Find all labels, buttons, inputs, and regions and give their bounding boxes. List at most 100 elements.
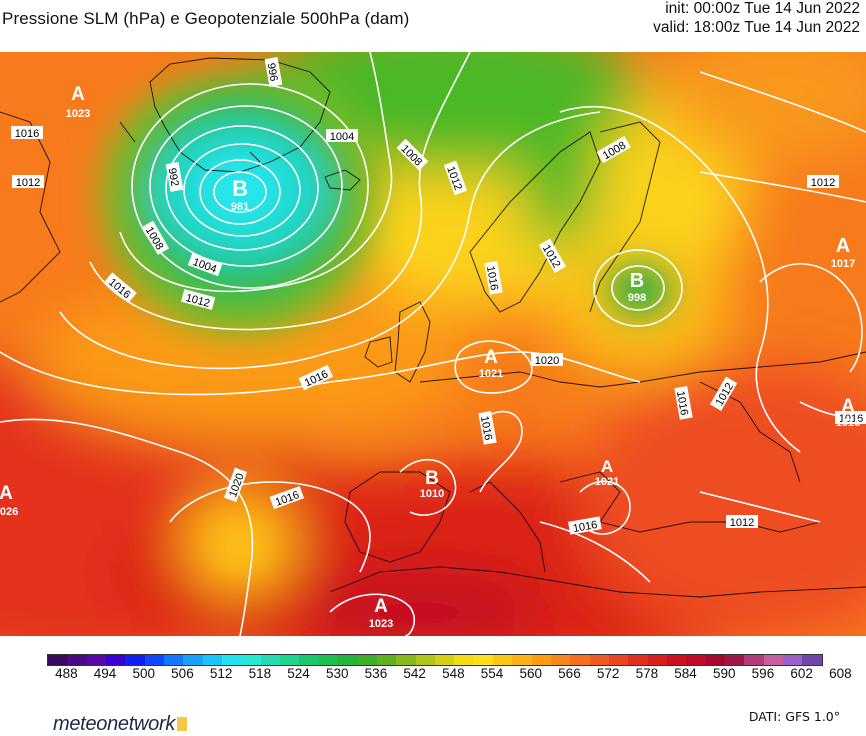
colorbar-cell — [763, 655, 784, 665]
brand-name: meteonetwork — [53, 713, 176, 735]
isobar-label: 1012 — [730, 517, 754, 529]
svg-text:1026: 1026 — [0, 506, 18, 518]
colorbar-tick-label: 488 — [55, 666, 78, 681]
colorbar-cell — [202, 655, 223, 665]
isobar-label: 1012 — [16, 177, 40, 189]
colorbar-cell — [299, 655, 319, 665]
isobar-label: 1016 — [572, 519, 598, 535]
isobars — [0, 52, 866, 636]
colorbar-cell — [280, 655, 300, 665]
colorbar-cell — [67, 655, 87, 665]
colorbar-cell — [106, 655, 126, 665]
isobar-label: 1016 — [15, 128, 39, 140]
colorbar-cell — [241, 655, 261, 665]
geopotential-colorbar — [47, 654, 823, 666]
colorbar-tick-label: 548 — [442, 666, 465, 681]
data-credit: DATI: GFS 1.0° — [748, 709, 840, 724]
init-time: init: 00:00z Tue 14 Jun 2022 — [665, 0, 860, 17]
colorbar-tick-label: 518 — [248, 666, 272, 681]
svg-text:A: A — [836, 235, 850, 257]
svg-text:A: A — [374, 596, 388, 617]
colorbar-tick-label: 566 — [558, 666, 581, 681]
high-center: A 1023 — [66, 84, 90, 120]
colorbar-tick-label: 572 — [596, 666, 620, 681]
colorbar-cell — [183, 655, 203, 665]
svg-text:1021: 1021 — [479, 368, 503, 380]
colorbar-ticks: 488 494 500 506 512 518 524 530 536 542 548 554 560 5… — [47, 666, 852, 686]
colorbar-cell — [164, 655, 184, 665]
svg-text:A: A — [0, 483, 13, 504]
colorbar-cell — [86, 655, 107, 665]
isobar-label: 1020 — [535, 355, 559, 367]
colorbar-cell — [222, 655, 242, 665]
colorbar-tick-label: 530 — [325, 666, 349, 681]
colorbar-cell — [473, 655, 493, 665]
weather-map[interactable]: 1016 1012 1008 1004 1016 1012 996 992 10… — [0, 52, 866, 636]
svg-text:981: 981 — [231, 201, 249, 213]
colorbar-cell — [260, 655, 281, 665]
isobar-label: 992 — [166, 167, 181, 187]
colorbar-cell — [125, 655, 145, 665]
isobar-label: 996 — [265, 62, 280, 82]
colorbar-cell — [492, 655, 513, 665]
colorbar-tick-label: 596 — [751, 666, 775, 681]
colorbar-cell — [48, 655, 68, 665]
svg-text:1023: 1023 — [66, 108, 90, 120]
colorbar-cell — [512, 655, 532, 665]
svg-text:A: A — [484, 347, 498, 368]
map-canvas: 1016 1012 1008 1004 1016 1012 996 992 10… — [0, 52, 866, 636]
colorbar-cell — [434, 655, 455, 665]
colorbar-cell — [783, 655, 803, 665]
svg-text:1023: 1023 — [369, 618, 393, 630]
colorbar-cell — [647, 655, 667, 665]
colorbar-cell — [570, 655, 590, 665]
colorbar-cell — [628, 655, 648, 665]
run-info: init: 00:00z Tue 14 Jun 2022 valid: 18:0… — [653, 0, 860, 37]
colorbar-cell — [744, 655, 764, 665]
svg-text:1017: 1017 — [831, 258, 855, 270]
isobar-label: 1016 — [484, 265, 500, 291]
svg-text:B: B — [232, 176, 248, 201]
colorbar-cell — [550, 655, 571, 665]
colorbar-cell — [338, 655, 358, 665]
svg-text:1016: 1016 — [836, 417, 860, 429]
colorbar-tick-label: 608 — [829, 666, 852, 681]
svg-text:A: A — [601, 457, 613, 476]
svg-text:B: B — [630, 270, 644, 292]
isobar-label: 1016 — [478, 415, 494, 441]
colorbar-tick-label: 542 — [403, 666, 426, 681]
brand-logo: meteonetwork — [53, 713, 188, 736]
colorbar-tick-label: 524 — [287, 666, 310, 681]
brand-square-icon — [177, 717, 188, 731]
svg-text:B: B — [425, 468, 439, 489]
colorbar-cell — [357, 655, 377, 665]
colorbar-tick-label: 536 — [364, 666, 388, 681]
svg-text:998: 998 — [628, 292, 646, 304]
valid-time: valid: 18:00z Tue 14 Jun 2022 — [653, 19, 860, 36]
colorbar-cell — [454, 655, 474, 665]
chart-title: Pressione SLM (hPa) e Geopotenziale 500h… — [2, 9, 410, 28]
colorbar-cell — [725, 655, 745, 665]
isobar-label: 1016 — [839, 413, 863, 425]
svg-text:1010: 1010 — [420, 488, 444, 500]
colorbar-cell — [396, 655, 416, 665]
svg-text:A: A — [841, 396, 855, 417]
colorbar-tick-label: 590 — [712, 666, 736, 681]
colorbar-cell — [608, 655, 629, 665]
colorbar-tick-label: 494 — [93, 666, 117, 681]
colorbar-cell — [531, 655, 551, 665]
colorbar-tick-label: 560 — [519, 666, 543, 681]
svg-text:1021: 1021 — [595, 476, 619, 488]
colorbar-tick-label: 500 — [132, 666, 156, 681]
colorbar-cell — [415, 655, 435, 665]
isobar-label: 1016 — [674, 390, 690, 416]
colorbar-tick-label: 602 — [790, 666, 813, 681]
svg-text:A: A — [71, 84, 85, 105]
